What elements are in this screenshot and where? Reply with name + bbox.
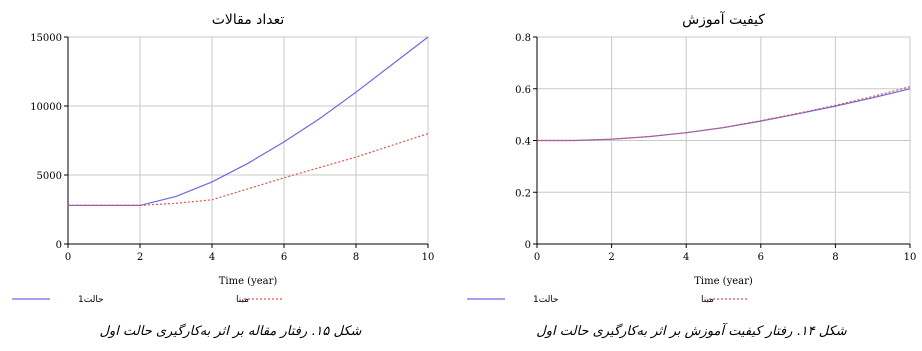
y-tick-label: 0.4 bbox=[515, 137, 531, 148]
x-tick-label: 4 bbox=[209, 252, 215, 263]
x-tick-label: 6 bbox=[758, 252, 764, 263]
y-tick-label: 5000 bbox=[37, 171, 62, 182]
legend-label: حالت1 bbox=[78, 295, 104, 305]
x-tick-label: 0 bbox=[65, 252, 71, 263]
x-axis-label: Time (year) bbox=[219, 276, 278, 287]
x-tick-label: 8 bbox=[353, 252, 359, 263]
legend-label: حالت1 bbox=[533, 295, 559, 305]
chart-articles: تعداد مقالات 0 5000 10000 15000 0 2 4 6 8 10 Time (… bbox=[12, 12, 435, 305]
x-tick-label: 10 bbox=[904, 252, 917, 263]
chart-title: تعداد مقالات bbox=[212, 12, 285, 28]
y-tick-label: 10000 bbox=[30, 102, 62, 113]
y-tick-label: 0.2 bbox=[515, 188, 531, 199]
legend-label: مبنا bbox=[236, 295, 249, 305]
x-tick-label: 2 bbox=[137, 252, 143, 263]
x-tick-label: 0 bbox=[534, 252, 540, 263]
series-line-1 bbox=[68, 36, 429, 206]
x-tick-label: 2 bbox=[608, 252, 614, 263]
figure-caption: شکل ۱۵. رفتار مقاله بر اثر به‌کارگیری حا… bbox=[99, 324, 362, 339]
chart-title: کیفیت آموزش bbox=[682, 11, 765, 28]
x-axis-label: Time (year) bbox=[694, 276, 753, 287]
series-line-1 bbox=[537, 88, 911, 142]
y-tick-label: 0 bbox=[56, 240, 62, 251]
x-tick-label: 4 bbox=[683, 252, 689, 263]
x-tick-label: 8 bbox=[832, 252, 838, 263]
chart-panel-education-quality: کیفیت آموزش 0 0.2 0.4 0.6 0.8 0 2 4 6 8 10 Time (yea… bbox=[461, 0, 922, 351]
y-tick-label: 0.6 bbox=[515, 85, 531, 96]
y-tick-label: 0 bbox=[525, 240, 531, 251]
y-tick-label: 0.8 bbox=[515, 33, 531, 44]
chart-education-quality: کیفیت آموزش 0 0.2 0.4 0.6 0.8 0 2 4 6 8 10 Time (yea… bbox=[467, 11, 917, 305]
figure-caption: شکل ۱۴. رفتار کیفیت آموزش بر اثر به‌کارگ… bbox=[536, 324, 847, 339]
x-tick-label: 6 bbox=[281, 252, 287, 263]
y-tick-label: 15000 bbox=[30, 33, 62, 44]
x-tick-label: 10 bbox=[422, 252, 435, 263]
series-line-2 bbox=[68, 133, 429, 206]
legend-label: مبنا bbox=[701, 295, 714, 305]
chart-panel-articles: تعداد مقالات 0 5000 10000 15000 0 2 4 6 8 10 Time (… bbox=[12, 12, 435, 339]
series-line-2 bbox=[537, 86, 911, 142]
